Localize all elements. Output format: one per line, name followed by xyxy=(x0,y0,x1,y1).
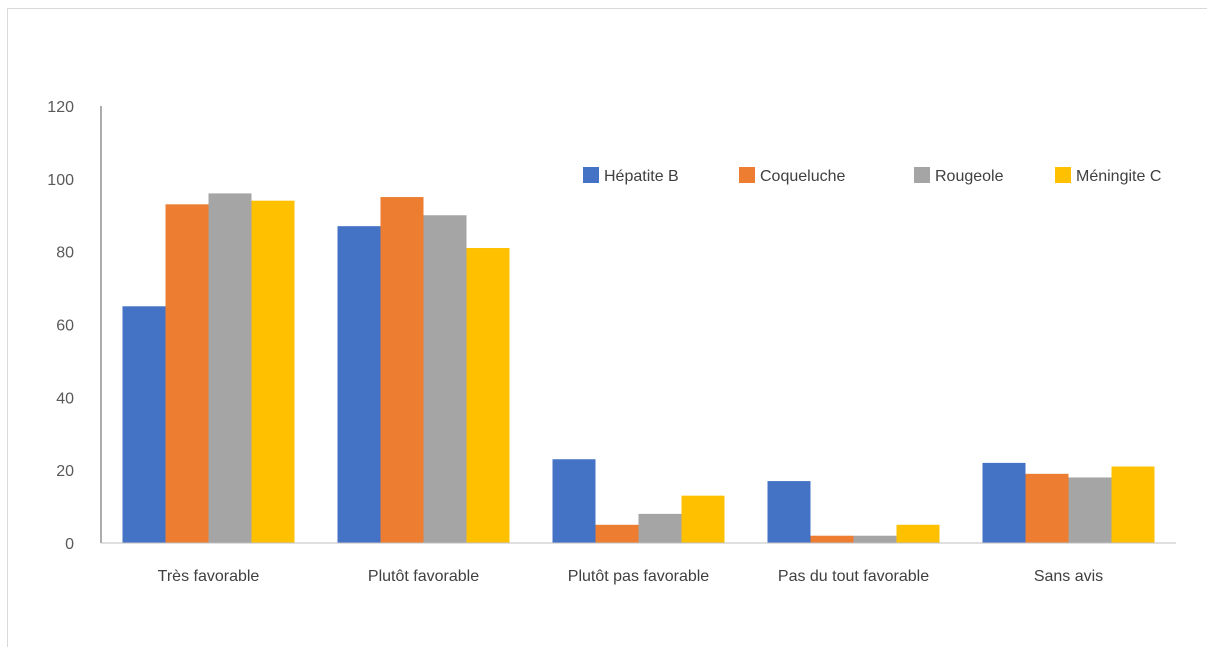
bar xyxy=(423,215,467,543)
bar xyxy=(681,495,725,543)
y-tick-label: 20 xyxy=(56,463,74,480)
legend: Hépatite B Coqueluche Rougeole Méningite C xyxy=(583,167,1161,185)
bar xyxy=(1111,466,1155,543)
bar xyxy=(251,200,295,543)
bar xyxy=(380,197,424,543)
x-category-label: Très favorable xyxy=(158,568,260,585)
legend-swatch xyxy=(739,167,755,183)
x-category-label: Pas du tout favorable xyxy=(778,568,929,585)
bar xyxy=(1025,473,1069,543)
bars xyxy=(122,193,1155,544)
legend-swatch xyxy=(914,167,930,183)
bar xyxy=(638,513,682,543)
legend-label: Coqueluche xyxy=(760,168,846,185)
bar xyxy=(896,524,940,543)
x-category-label: Plutôt favorable xyxy=(368,568,479,585)
bar xyxy=(1068,477,1112,543)
legend-label: Hépatite B xyxy=(604,168,679,185)
legend-swatch xyxy=(583,167,599,183)
bar xyxy=(466,248,510,543)
bar xyxy=(853,535,897,543)
legend-label: Méningite C xyxy=(1076,168,1161,185)
y-tick-label: 60 xyxy=(56,318,74,335)
bar xyxy=(122,306,166,543)
bar xyxy=(982,462,1026,543)
y-tick-label: 40 xyxy=(56,390,74,407)
bar xyxy=(337,226,381,544)
y-axis-tick-labels: 0 20 40 60 80 100 120 xyxy=(47,99,74,553)
bar xyxy=(552,459,596,543)
x-axis-category-labels: Très favorable Plutôt favorable Plutôt pas… xyxy=(158,568,1104,585)
bar xyxy=(208,193,252,543)
bar xyxy=(810,535,854,543)
bar xyxy=(767,481,811,543)
bar xyxy=(165,204,209,543)
y-tick-label: 100 xyxy=(47,172,74,189)
x-category-label: Plutôt pas favorable xyxy=(568,568,710,585)
y-tick-label: 120 xyxy=(47,99,74,116)
y-tick-label: 80 xyxy=(56,245,74,262)
y-tick-label: 0 xyxy=(65,536,74,553)
chart-frame xyxy=(7,8,1207,647)
legend-swatch xyxy=(1055,167,1071,183)
legend-label: Rougeole xyxy=(935,168,1004,185)
bar xyxy=(595,524,639,543)
x-category-label: Sans avis xyxy=(1034,568,1103,585)
